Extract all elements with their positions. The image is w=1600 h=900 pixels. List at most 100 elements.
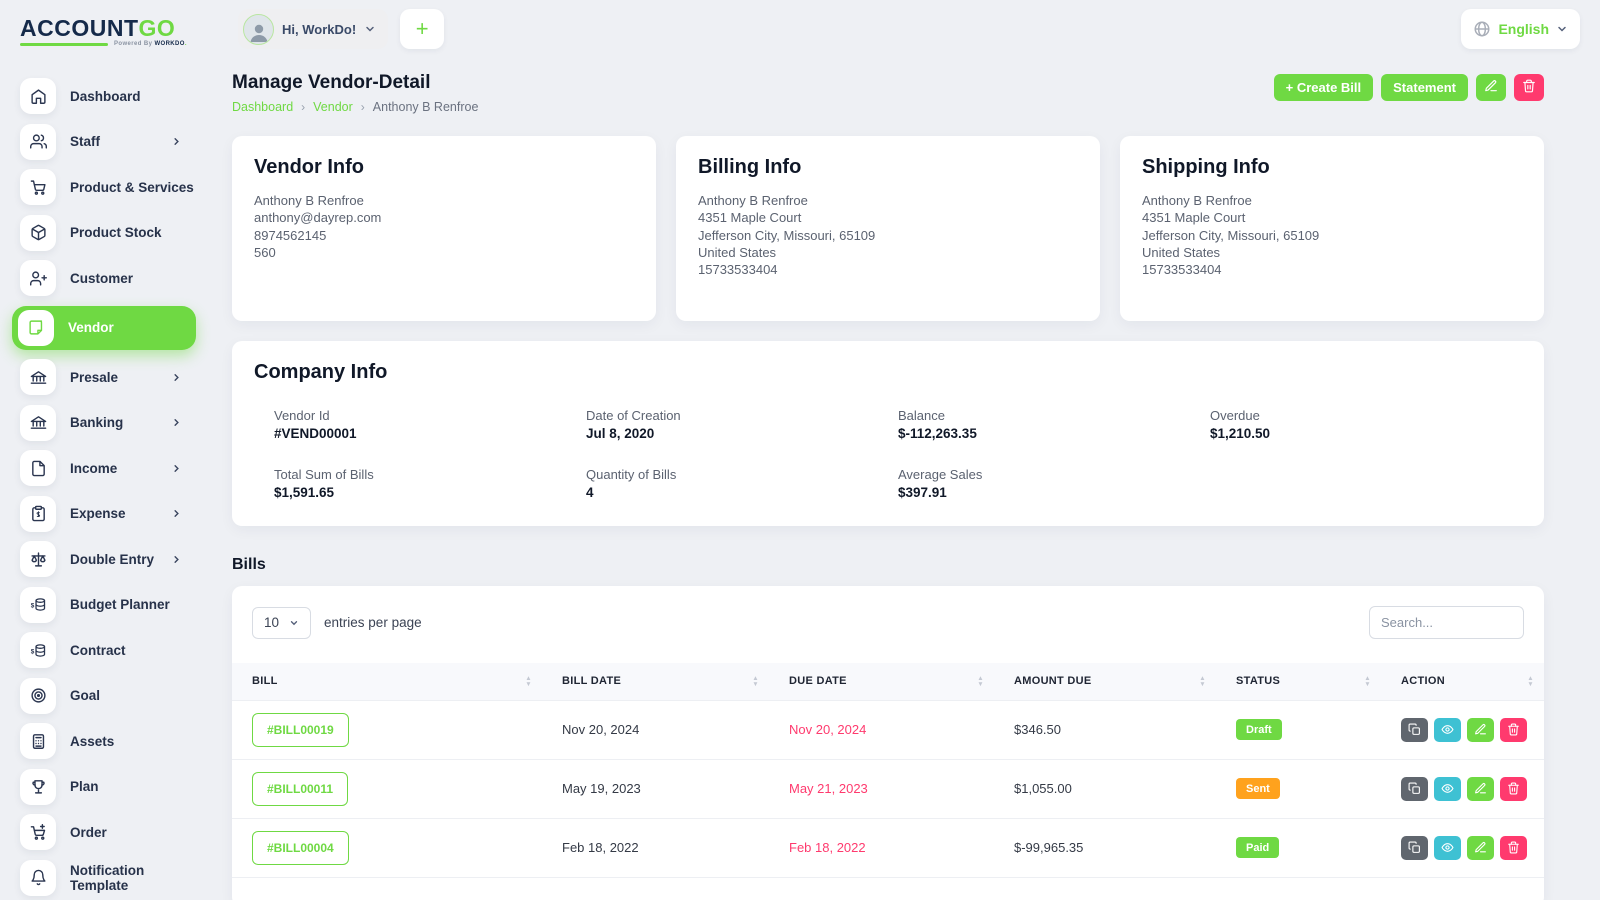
- eye-icon: [1441, 784, 1454, 793]
- table-header-row: BILL BILL DATE DUE DATE AMOUNT DUE STATU…: [232, 663, 1544, 700]
- billing-phone: 15733533404: [698, 262, 778, 278]
- search-input[interactable]: [1369, 606, 1524, 639]
- logo-tagline: Powered By WORKDO.: [114, 41, 187, 47]
- pencil-icon: [1475, 724, 1486, 735]
- edit-vendor-button[interactable]: [1476, 74, 1506, 101]
- shipping-info-card: Shipping Info Anthony B Renfroe 4351 Map…: [1120, 136, 1544, 321]
- file-icon: [20, 450, 56, 486]
- language-selector[interactable]: English: [1461, 9, 1580, 49]
- delete-vendor-button[interactable]: [1514, 74, 1544, 101]
- trash-icon: [1508, 723, 1519, 736]
- bill-number-link[interactable]: #BILL00004: [252, 830, 349, 865]
- sidebar-item-plan[interactable]: Plan: [12, 768, 196, 805]
- billing-street: 4351 Maple Court: [698, 210, 802, 226]
- due-date-cell: Feb 18, 2022: [769, 817, 994, 877]
- sidebar-item-dashboard[interactable]: Dashboard: [12, 78, 196, 114]
- chevron-right-icon: [171, 508, 182, 519]
- sidebar-item-expense[interactable]: Expense: [12, 495, 196, 532]
- breadcrumb-dashboard[interactable]: Dashboard: [232, 100, 294, 114]
- sort-icon[interactable]: [977, 676, 984, 687]
- user-menu[interactable]: Hi, WorkDo!: [238, 9, 389, 49]
- sort-icon[interactable]: [752, 676, 759, 687]
- column-header-due-date: DUE DATE: [789, 675, 847, 688]
- bill-number-link[interactable]: #BILL00019: [252, 712, 349, 747]
- logo-underline: [20, 42, 108, 46]
- delete-button[interactable]: [1500, 776, 1527, 801]
- breadcrumb-vendor[interactable]: Vendor: [313, 100, 353, 114]
- entries-per-page-label: entries per page: [324, 615, 422, 630]
- vendor-extra: 560: [254, 244, 276, 260]
- sidebar-item-staff[interactable]: Staff: [12, 123, 196, 160]
- quick-add-button[interactable]: +: [400, 9, 445, 49]
- trash-icon: [1508, 841, 1519, 854]
- sidebar-item-income[interactable]: Income: [12, 450, 196, 486]
- billing-city: Jefferson City, Missouri, 65109: [698, 227, 876, 243]
- clipboard-icon: [20, 495, 56, 532]
- amount-due-cell: $346.50: [994, 699, 1216, 759]
- duplicate-button[interactable]: [1401, 835, 1428, 860]
- globe-icon: [1473, 20, 1491, 38]
- create-bill-button[interactable]: + Create Bill: [1273, 74, 1374, 101]
- sidebar-item-notification-template[interactable]: Notification Template: [12, 859, 196, 896]
- greeting-label: Hi, WorkDo!: [282, 21, 357, 37]
- shipping-name: Anthony B Renfroe: [1142, 193, 1252, 208]
- copy-icon: [1408, 723, 1420, 735]
- sort-icon[interactable]: [1199, 676, 1206, 687]
- sidebar-item-double-entry[interactable]: Double Entry: [12, 541, 196, 577]
- view-button[interactable]: [1434, 835, 1461, 860]
- vendor-name: Anthony B Renfroe: [254, 193, 364, 208]
- sidebar-item-customer[interactable]: Customer: [12, 260, 196, 296]
- language-label: English: [1498, 21, 1549, 37]
- field-quantity-of-bills: Quantity of Bills 4: [586, 467, 677, 500]
- sidebar-item-assets[interactable]: Assets: [12, 723, 196, 759]
- eye-icon: [1441, 843, 1454, 852]
- bills-section-title: Bills: [232, 556, 266, 573]
- main-content: Manage Vendor-Detail Dashboard › Vendor …: [200, 58, 1600, 900]
- view-button[interactable]: [1434, 776, 1461, 801]
- sidebar-item-order[interactable]: Order: [12, 814, 196, 850]
- sidebar-item-contract[interactable]: $ Contract: [12, 632, 196, 668]
- chevron-right-icon: [171, 372, 182, 383]
- sidebar-item-goal[interactable]: Goal: [12, 677, 196, 714]
- shipping-country: United States: [1142, 244, 1221, 260]
- status-badge: Sent: [1236, 778, 1280, 799]
- bill-date-cell: Feb 18, 2022: [542, 817, 769, 877]
- breadcrumb: Dashboard › Vendor › Anthony B Renfroe: [232, 100, 478, 114]
- sidebar-item-presale[interactable]: Presale: [12, 359, 196, 395]
- bill-number-link[interactable]: #BILL00011: [252, 771, 349, 806]
- pencil-icon: [1475, 842, 1486, 853]
- delete-button[interactable]: [1500, 835, 1527, 860]
- view-button[interactable]: [1434, 717, 1461, 742]
- sidebar-item-budget-planner[interactable]: $ Budget Planner: [12, 586, 196, 623]
- duplicate-button[interactable]: [1401, 717, 1428, 742]
- cart-icon: [20, 169, 56, 205]
- statement-button[interactable]: Statement: [1381, 74, 1468, 101]
- edit-button[interactable]: [1467, 835, 1494, 860]
- coins-icon: $: [20, 586, 56, 623]
- sort-icon[interactable]: [1364, 676, 1371, 687]
- sidebar-item-product-stock[interactable]: Product Stock: [12, 214, 196, 251]
- amount-due-cell: $1,055.00: [994, 758, 1216, 818]
- edit-button[interactable]: [1467, 717, 1494, 742]
- table-row: #BILL00019 Nov 20, 2024 Nov 20, 2024 $34…: [232, 699, 1544, 759]
- edit-button[interactable]: [1467, 776, 1494, 801]
- entries-per-page-select[interactable]: 10: [252, 606, 312, 639]
- field-balance: Balance $-112,263.35: [898, 408, 977, 441]
- app-logo[interactable]: ACCOUNTGO Powered By WORKDO.: [20, 11, 220, 47]
- trophy-icon: [20, 768, 56, 805]
- sidebar-item-banking[interactable]: Banking: [12, 404, 196, 441]
- sort-icon[interactable]: [525, 676, 532, 687]
- sidebar-item-vendor[interactable]: Vendor: [12, 305, 196, 350]
- billing-info-card: Billing Info Anthony B Renfroe 4351 Mapl…: [676, 136, 1100, 321]
- card-title: Billing Info: [698, 156, 802, 178]
- bills-card: 10 entries per page BILL BILL DATE DUE D…: [232, 586, 1544, 900]
- cart-plus-icon: [20, 814, 56, 850]
- sidebar-item-product-services[interactable]: Product & Services: [12, 169, 196, 205]
- chevron-right-icon: [171, 554, 182, 565]
- copy-icon: [1408, 782, 1420, 794]
- delete-button[interactable]: [1500, 717, 1527, 742]
- table-row: #BILL00004 Feb 18, 2022 Feb 18, 2022 $-9…: [232, 817, 1544, 877]
- sort-icon[interactable]: [1527, 676, 1534, 687]
- duplicate-button[interactable]: [1401, 776, 1428, 801]
- chevron-right-icon: [171, 463, 182, 474]
